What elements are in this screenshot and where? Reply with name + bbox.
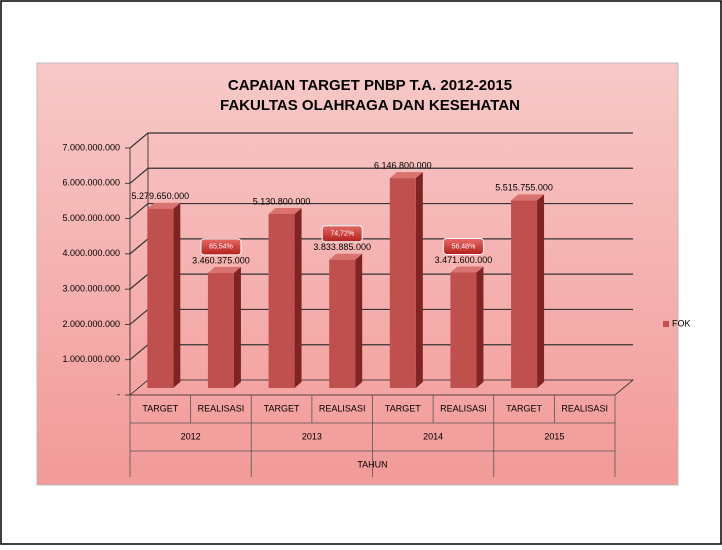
x-axis-title: TAHUN [357, 459, 387, 469]
data-label: 3.471.600.000 [435, 255, 493, 265]
y-tick-label: 1.000.000.000 [62, 354, 120, 364]
chart-title: CAPAIAN TARGET PNBP T.A. 2012-2015 [228, 77, 512, 94]
data-label: 5.130.800.000 [253, 196, 311, 206]
annotation: 56,48% [452, 243, 476, 250]
x-tick-label: TARGET [142, 403, 178, 413]
y-tick-label: 2.000.000.000 [62, 319, 120, 329]
bar [389, 178, 416, 388]
floor [128, 379, 635, 396]
group-label: 2015 [544, 431, 564, 441]
y-tick-label: 3.000.000.000 [62, 284, 120, 294]
legend-swatch [663, 321, 669, 327]
y-tick-label: 5.000.000.000 [62, 213, 120, 223]
bar-side [294, 207, 302, 388]
y-tick-label: 6.000.000.000 [62, 178, 120, 188]
callout [321, 225, 363, 243]
bar-top [389, 172, 423, 179]
bar [329, 259, 356, 388]
bar-top [450, 266, 484, 273]
bar-top [147, 202, 181, 209]
x-tick-label: REALISASI [198, 403, 245, 413]
y-tick-label: 4.000.000.000 [62, 248, 120, 258]
bar-top [511, 194, 545, 201]
chart-title: FAKULTAS OLAHRAGA DAN KESEHATAN [220, 97, 520, 114]
bar [450, 272, 477, 388]
bar-side [173, 202, 181, 388]
y-tick-label: - [117, 389, 120, 399]
callout [200, 238, 242, 256]
group-label: 2012 [181, 431, 201, 441]
data-label: 5.279.650.000 [132, 191, 190, 201]
x-tick-label: REALISASI [319, 403, 366, 413]
grid-line [129, 132, 633, 149]
group-label: 2013 [302, 431, 322, 441]
bar [207, 272, 234, 388]
bar-top [207, 266, 241, 273]
bar-side [537, 194, 545, 388]
x-tick-label: TARGET [264, 403, 300, 413]
data-label: 3.833.885.000 [313, 242, 371, 252]
bar-top [268, 207, 302, 214]
bar-side [476, 266, 484, 388]
bar-side [355, 253, 363, 388]
bar [511, 200, 538, 388]
x-tick-label: REALISASI [440, 403, 487, 413]
grid-line [129, 202, 633, 220]
data-label: 6.146.800.000 [374, 160, 432, 170]
bar-top [329, 253, 363, 260]
data-label: 5.515.755.000 [495, 183, 553, 193]
legend-label: FOK [672, 318, 691, 328]
bar-side [415, 172, 423, 388]
callout [442, 238, 484, 256]
x-tick-label: TARGET [506, 403, 542, 413]
bar-side [233, 266, 241, 388]
group-label: 2014 [423, 431, 443, 441]
y-tick-label: 7.000.000.000 [62, 142, 120, 152]
annotation: 65,54% [209, 244, 233, 251]
x-tick-label: REALISASI [561, 403, 608, 413]
data-label: 3.460.375.000 [192, 255, 250, 265]
x-tick-label: TARGET [385, 403, 421, 413]
grid-line [129, 167, 633, 184]
bar [147, 208, 174, 388]
annotation: 74,72% [330, 231, 354, 238]
bar [268, 213, 295, 388]
